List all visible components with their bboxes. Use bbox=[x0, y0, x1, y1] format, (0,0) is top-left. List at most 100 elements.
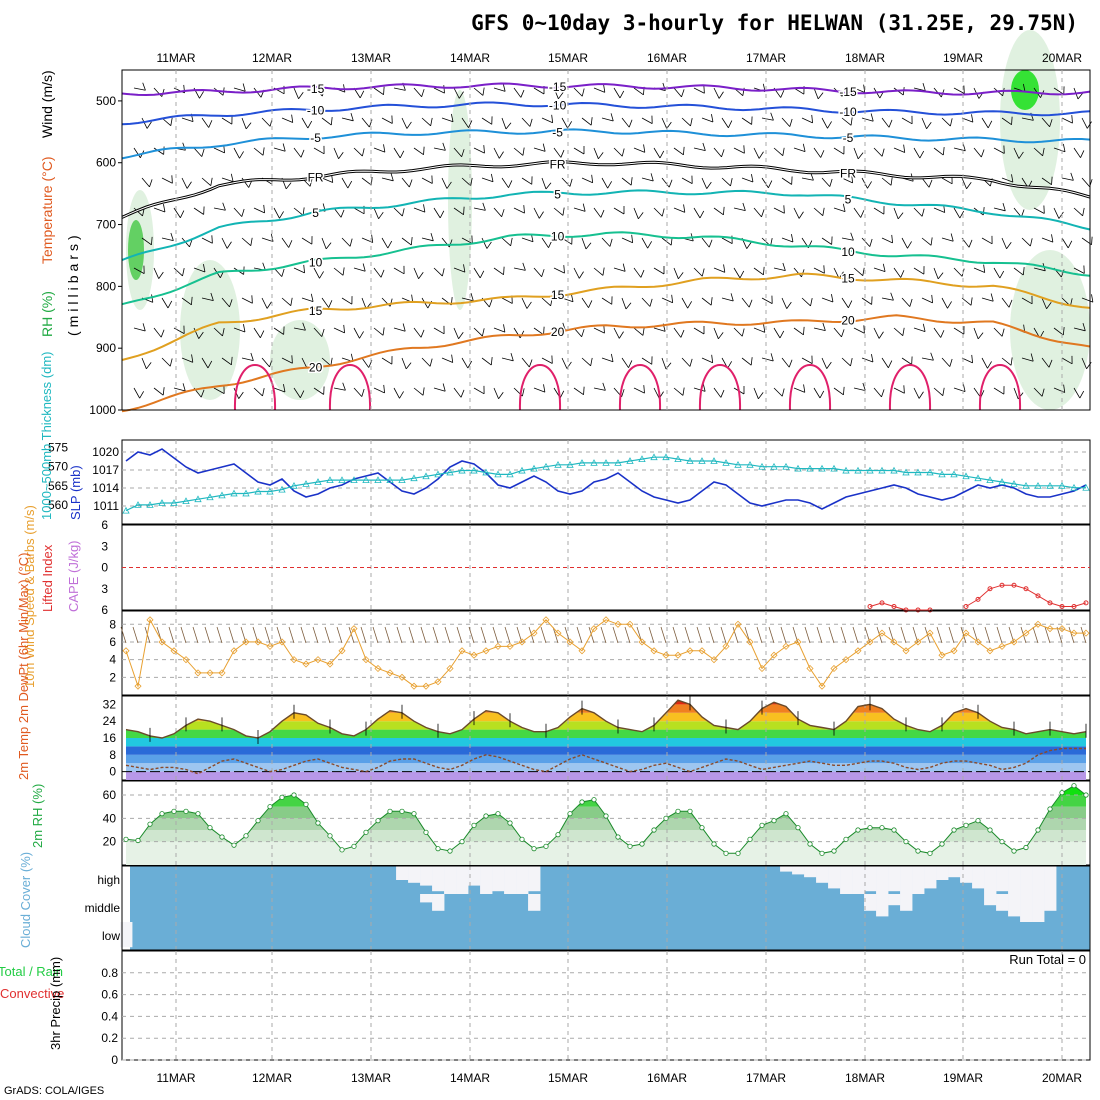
barb-shaft bbox=[681, 297, 689, 309]
barb-shaft bbox=[353, 267, 366, 272]
thickness-point bbox=[698, 457, 706, 464]
date-label-top: 18MAR bbox=[845, 51, 885, 65]
barb-shaft bbox=[421, 237, 434, 242]
wind-barb bbox=[933, 267, 944, 280]
wind-barb bbox=[853, 267, 865, 276]
barb-flag bbox=[290, 297, 293, 306]
barb-shaft bbox=[333, 147, 339, 159]
barb-shaft bbox=[181, 357, 193, 363]
wind-barb bbox=[973, 147, 985, 158]
wind-barb bbox=[501, 353, 514, 362]
isotherm-label: FR bbox=[840, 167, 856, 181]
barb-flag bbox=[288, 240, 293, 248]
barb-flag bbox=[543, 384, 546, 393]
barb-shaft bbox=[981, 117, 989, 129]
barb-flag bbox=[570, 293, 574, 302]
wind-barb bbox=[433, 142, 446, 151]
rh-point bbox=[327, 833, 333, 839]
lifted-index-point bbox=[927, 607, 933, 613]
rh-shading bbox=[180, 260, 240, 400]
wind-barb bbox=[981, 293, 994, 302]
barb-flag bbox=[909, 298, 913, 307]
barb-shaft bbox=[1081, 297, 1094, 303]
barb-flag bbox=[779, 330, 785, 339]
barb-flag bbox=[643, 385, 645, 394]
wind-barb bbox=[673, 267, 684, 280]
barb-flag bbox=[723, 264, 726, 273]
wind-speed-point bbox=[650, 647, 658, 655]
barb-shaft bbox=[221, 357, 232, 366]
barb-shaft bbox=[893, 387, 905, 394]
wind-barb bbox=[461, 357, 473, 369]
barb-shaft bbox=[273, 387, 286, 393]
barb-shaft bbox=[161, 177, 173, 184]
wind-speed-point bbox=[986, 647, 994, 655]
wind-barb bbox=[761, 112, 774, 121]
wind-barb bbox=[1073, 147, 1085, 158]
wind-speed-point bbox=[686, 647, 694, 655]
barb-shaft bbox=[693, 147, 706, 152]
barb-shaft bbox=[593, 327, 605, 334]
wind-barb bbox=[540, 626, 547, 644]
barb-shaft bbox=[401, 117, 408, 129]
wind-barb bbox=[341, 177, 353, 189]
barb-flag bbox=[590, 117, 593, 126]
wind-barb bbox=[840, 626, 847, 644]
barb-flag bbox=[581, 329, 585, 337]
barb-flag bbox=[902, 327, 905, 336]
rh-point bbox=[615, 834, 621, 840]
barb-flag bbox=[399, 391, 404, 399]
barb-flag bbox=[149, 179, 153, 188]
wind-barb bbox=[841, 297, 853, 308]
wind-barb bbox=[953, 326, 965, 335]
barb-shaft bbox=[393, 387, 400, 399]
barb-shaft bbox=[341, 177, 349, 189]
barb-shaft bbox=[581, 357, 591, 367]
wind-barb bbox=[492, 626, 499, 644]
barb-shaft bbox=[161, 297, 169, 309]
wind-barb bbox=[960, 626, 967, 644]
barb-shaft bbox=[673, 387, 684, 396]
wind-barb bbox=[401, 117, 412, 129]
wind-barb bbox=[180, 626, 187, 644]
barb-flag bbox=[262, 262, 266, 271]
barb-flag bbox=[186, 181, 192, 189]
barb-shaft bbox=[661, 297, 673, 304]
wind-barb bbox=[301, 293, 314, 302]
barb-shaft bbox=[741, 357, 752, 366]
wind-speed-point bbox=[266, 642, 274, 650]
barb-shaft bbox=[433, 387, 446, 392]
thickness-point bbox=[242, 489, 250, 497]
rh-point bbox=[723, 850, 729, 856]
rh-tick-label: 40 bbox=[103, 811, 117, 825]
wind-barb bbox=[841, 117, 853, 126]
wind-barb bbox=[941, 233, 954, 242]
barb-shaft bbox=[821, 177, 831, 187]
wind-barb bbox=[153, 327, 165, 338]
wind-barb bbox=[881, 292, 894, 301]
barb-shaft bbox=[1021, 357, 1034, 362]
barb-shaft bbox=[421, 357, 431, 367]
thickness-point bbox=[194, 495, 202, 503]
barb-shaft bbox=[233, 87, 246, 92]
barb-shaft bbox=[441, 357, 453, 363]
barb-shaft bbox=[841, 117, 852, 126]
barb-shaft bbox=[1053, 387, 1065, 393]
barb-shaft bbox=[373, 327, 384, 336]
thickness-point bbox=[794, 464, 802, 472]
barb-shaft bbox=[841, 357, 851, 367]
wind-barb bbox=[593, 84, 606, 93]
barb-flag bbox=[781, 388, 785, 397]
barb-flag bbox=[262, 147, 265, 156]
wind-barb bbox=[1080, 626, 1087, 644]
slp-tick-label: 1014 bbox=[92, 481, 119, 495]
wind-barb bbox=[193, 206, 205, 215]
barb-flag bbox=[666, 121, 672, 129]
barb-shaft bbox=[853, 327, 865, 334]
wind-barb bbox=[816, 626, 823, 644]
barb-shaft bbox=[141, 117, 148, 129]
barb-shaft bbox=[761, 117, 774, 121]
barb-flag bbox=[585, 242, 592, 250]
barb-shaft bbox=[901, 117, 913, 125]
